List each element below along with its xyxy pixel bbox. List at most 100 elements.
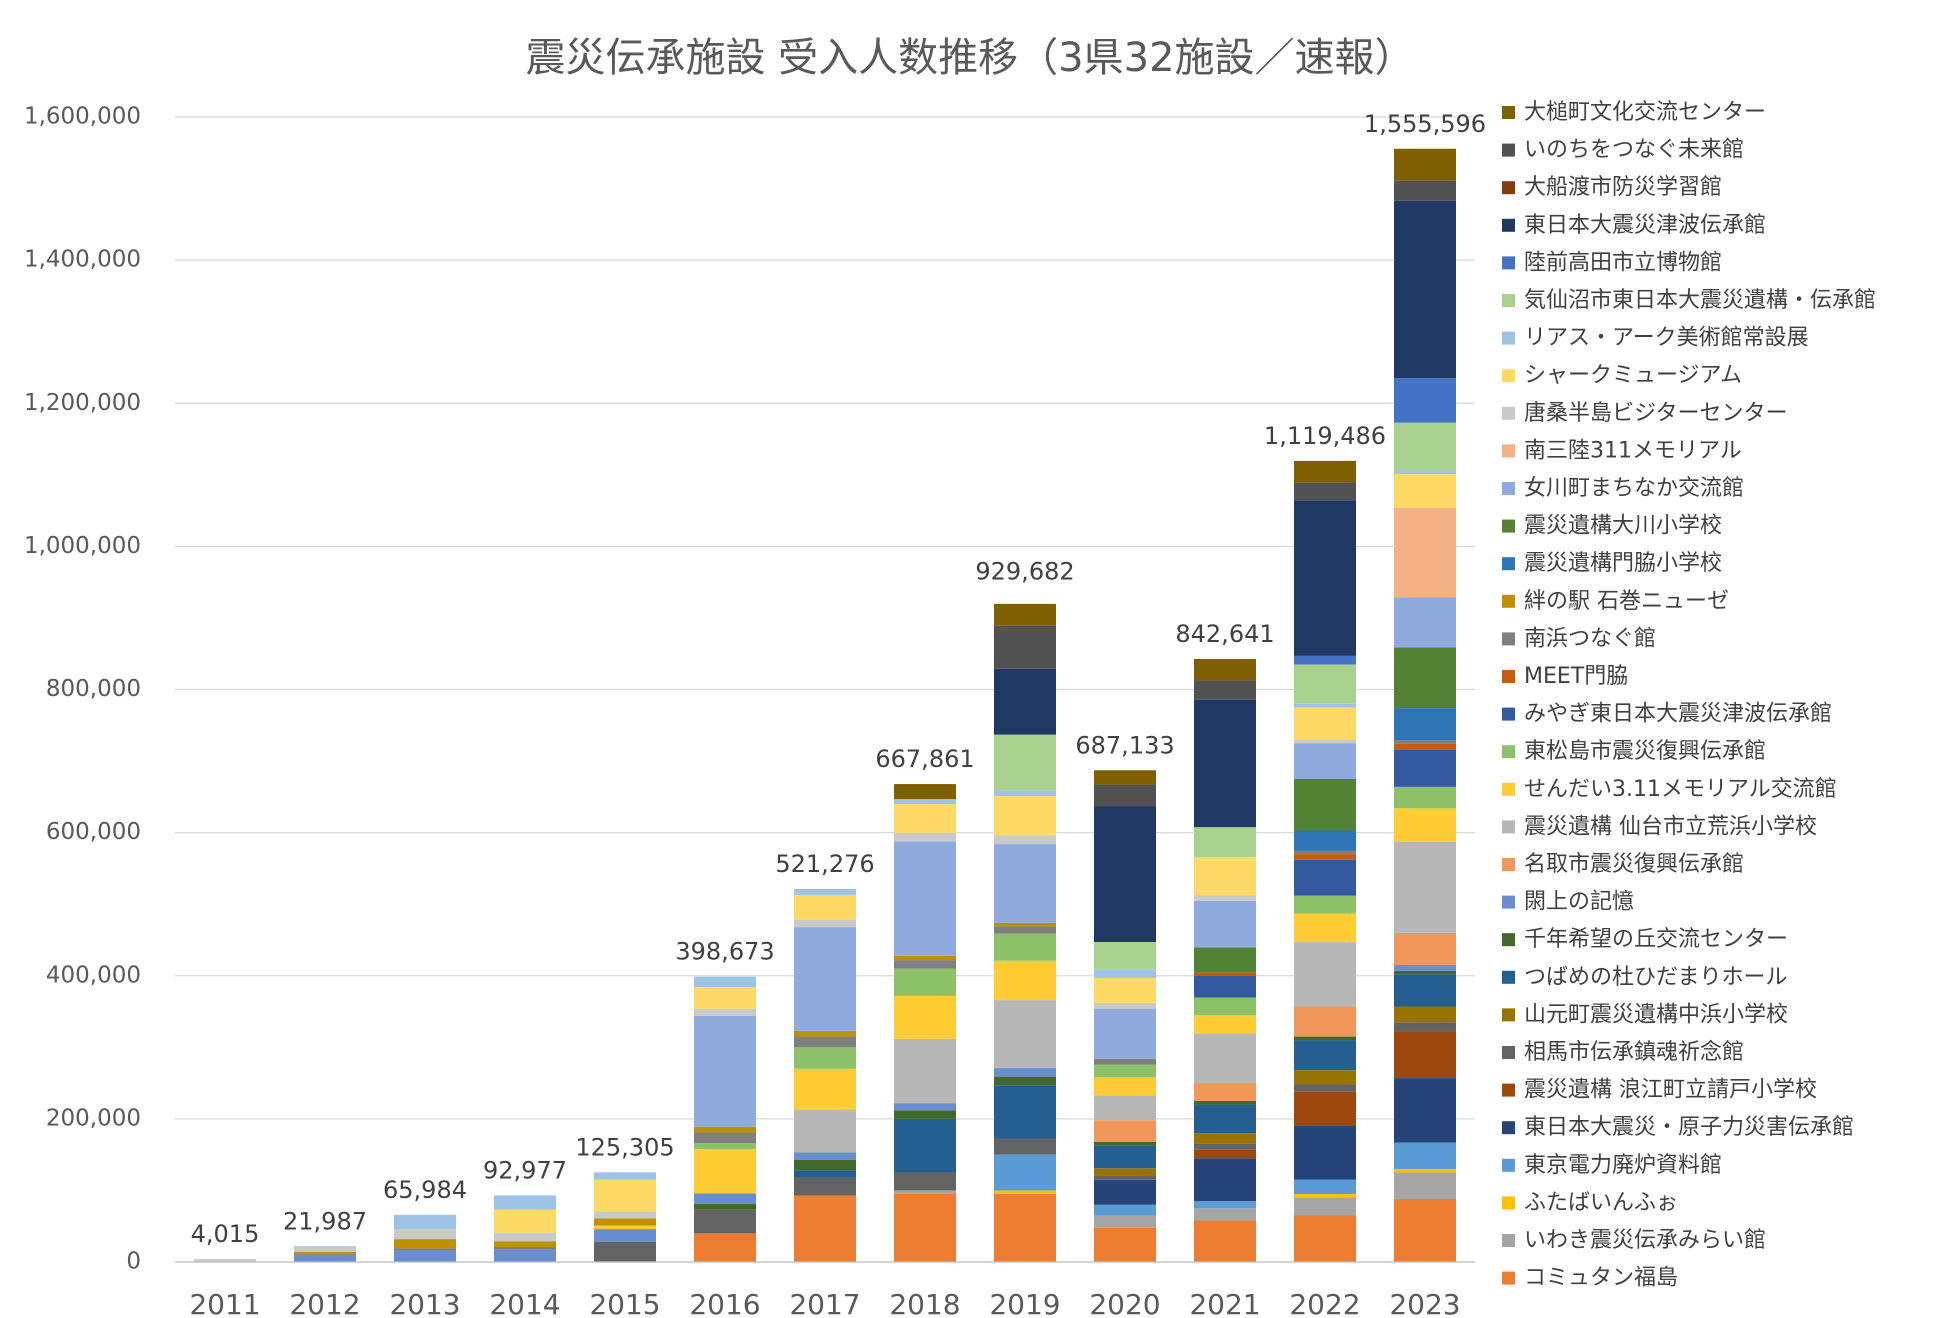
x-tick-label: 2023: [1389, 1288, 1460, 1318]
legend-label: 震災遺構 浪江町立請戸小学校: [1524, 1078, 1817, 1103]
bar-segment: [794, 1159, 856, 1171]
legend-label: シャークミュージアム: [1524, 363, 1742, 388]
legend-label: 大船渡市防災学習館: [1524, 175, 1722, 200]
bar-segment: [294, 1251, 356, 1255]
bar-segment: [894, 995, 956, 1039]
bar-segment: [994, 835, 1056, 845]
bar-segment: [894, 1194, 956, 1262]
bar-segment: [994, 1154, 1056, 1191]
bar-segment: [1394, 808, 1456, 842]
bar-segment: [1094, 1095, 1156, 1121]
bar-segment: [1194, 1149, 1256, 1159]
legend-swatch: [1502, 444, 1515, 458]
total-label: 842,641: [1175, 620, 1274, 648]
bar-segment: [1194, 680, 1256, 700]
legend-label: 女川町まちなか交流館: [1524, 476, 1744, 501]
bar-segment: [1194, 1208, 1256, 1221]
bar-segment: [1394, 1142, 1456, 1169]
bar-segment: [1294, 500, 1356, 656]
bar-segment: [1294, 1070, 1356, 1085]
legend-swatch: [1502, 406, 1515, 420]
bar-segment: [1294, 664, 1356, 704]
total-label: 1,119,486: [1264, 422, 1386, 450]
bar-segment: [894, 799, 956, 805]
bar-segment: [594, 1241, 656, 1262]
bar-segment: [294, 1254, 356, 1256]
total-label: 4,015: [191, 1220, 260, 1248]
legend-label: 相馬市伝承鎮魂祈念館: [1524, 1040, 1744, 1065]
bar-segment: [1194, 1158, 1256, 1202]
x-tick-label: 2012: [289, 1288, 360, 1318]
legend-swatch: [1502, 858, 1515, 871]
legend-label: みやぎ東日本大震災津波伝承館: [1524, 702, 1832, 727]
legend-label: せんだい3.11メモリアル交流館: [1524, 777, 1837, 802]
bar-segment: [1294, 703, 1356, 708]
bar-segment: [1094, 806, 1156, 943]
legend-label: いわき震災伝承みらい館: [1524, 1228, 1766, 1253]
bar-segment: [1094, 1204, 1156, 1216]
legend-swatch: [1502, 594, 1515, 608]
total-label: 398,673: [675, 938, 774, 966]
y-tick-label: 1,600,000: [24, 104, 141, 130]
bar-segment: [1394, 1172, 1456, 1200]
legend-label: 閖上の記憶: [1524, 890, 1634, 915]
legend-label: MEET門脇: [1524, 664, 1628, 689]
bar-segment: [1094, 770, 1156, 785]
bar-segment: [494, 1241, 556, 1247]
bar-segment: [1394, 378, 1456, 423]
legend-swatch: [1502, 1008, 1515, 1022]
bar-segment: [1294, 895, 1356, 914]
bar-segment: [1094, 784, 1156, 807]
bar-segment: [994, 922, 1056, 927]
bar-segment: [1294, 482, 1356, 501]
legend-swatch: [1502, 181, 1515, 195]
bar-segment: [594, 1229, 656, 1242]
bar-segment: [1194, 1143, 1256, 1150]
bar-segment: [1394, 1168, 1456, 1173]
bar-segment: [1294, 859, 1356, 896]
bar-segment: [1194, 1033, 1256, 1084]
bar-segment: [1294, 1091, 1356, 1127]
bar-segment: [1394, 474, 1456, 508]
bar-segment: [1094, 1168, 1156, 1176]
bar-segment: [894, 832, 956, 842]
bar-segment: [694, 1148, 756, 1194]
bar-segment: [894, 1190, 956, 1195]
bar-segment: [994, 844, 1056, 923]
bar-segment: [494, 1195, 556, 1210]
legend-label: 東京電力廃炉資料館: [1524, 1153, 1722, 1178]
legend-swatch: [1502, 256, 1515, 270]
bar-segment: [1194, 976, 1256, 998]
bar-segment: [1194, 658, 1256, 681]
legend-swatch: [1502, 670, 1515, 683]
bar-segment: [894, 1172, 956, 1191]
y-tick-label: 1,000,000: [24, 533, 141, 559]
bar-segment: [1294, 1197, 1356, 1216]
legend-label: 震災遺構門脇小学校: [1524, 551, 1722, 576]
bar-segment: [1394, 841, 1456, 933]
bar-segment: [994, 1138, 1056, 1155]
total-label: 125,305: [575, 1133, 674, 1161]
bar-segment: [1094, 1141, 1156, 1146]
bar-segment: [1194, 1201, 1256, 1209]
bar-segment: [1394, 597, 1456, 648]
legend-label: つばめの杜ひだまりホール: [1524, 965, 1788, 990]
bar-segment: [1394, 970, 1456, 975]
bar-segment: [694, 1204, 756, 1210]
bar-segment: [294, 1247, 356, 1252]
bar-segment: [1094, 1215, 1156, 1228]
bar-segment: [794, 927, 856, 1031]
bar-segment: [1394, 507, 1456, 598]
bar-segment: [994, 625, 1056, 669]
bar-segment: [294, 1246, 356, 1248]
bar-segment: [994, 926, 1056, 934]
legend-swatch: [1502, 933, 1515, 947]
bar-segment: [1094, 942, 1156, 970]
legend-swatch: [1502, 782, 1515, 796]
bar-segment: [1094, 1008, 1156, 1059]
bar-segment: [1394, 740, 1456, 744]
total-label: 1,555,596: [1364, 110, 1486, 138]
bar-segment: [1194, 1083, 1256, 1101]
legend-label: ふたばいんふぉ: [1524, 1190, 1678, 1215]
y-tick-label: 400,000: [46, 962, 141, 988]
